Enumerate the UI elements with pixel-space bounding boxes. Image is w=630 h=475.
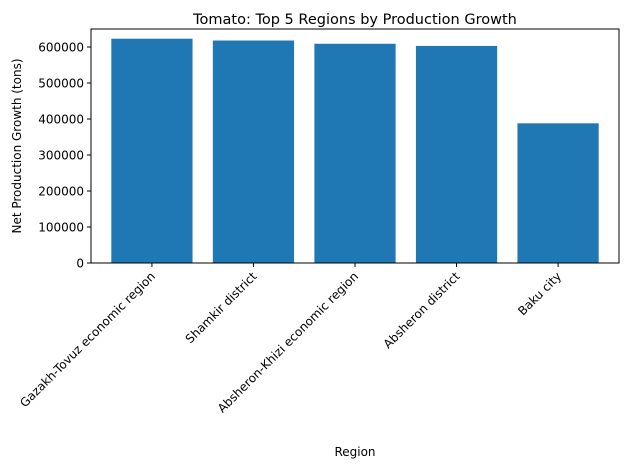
y-tick-label-1: 100000 bbox=[38, 221, 84, 235]
y-tick-label-4: 400000 bbox=[38, 113, 84, 127]
bars-layer bbox=[111, 38, 599, 264]
y-tick-label-2: 200000 bbox=[38, 185, 84, 199]
y-axis-label: Net Production Growth (tons) bbox=[10, 58, 24, 233]
x-tick-label-4: Baku city bbox=[515, 269, 564, 318]
x-axis-label: Region bbox=[334, 445, 375, 459]
x-axis: Gazakh-Tovuz economic region Shamkir dist… bbox=[17, 263, 564, 416]
x-tick-label-3: Absheron district bbox=[381, 269, 463, 351]
bar-3 bbox=[415, 45, 498, 263]
y-tick-label-0: 0 bbox=[76, 257, 84, 271]
y-tick-label-6: 600000 bbox=[38, 41, 84, 55]
bar-2 bbox=[314, 43, 396, 264]
plot-frame bbox=[90, 28, 620, 264]
chart-title: Tomato: Top 5 Regions by Production Grow… bbox=[192, 12, 517, 28]
bar-4 bbox=[517, 123, 599, 263]
y-tick-label-5: 500000 bbox=[38, 77, 84, 91]
bar-0 bbox=[111, 38, 193, 263]
x-tick-label-1: Shamkir district bbox=[183, 269, 260, 346]
bar-1 bbox=[212, 40, 295, 263]
x-tick-label-0: Gazakh-Tovuz economic region bbox=[17, 269, 158, 410]
y-axis: 0 100000 200000 300000 400000 500000 600000 bbox=[38, 41, 91, 271]
y-tick-label-3: 300000 bbox=[38, 149, 84, 163]
